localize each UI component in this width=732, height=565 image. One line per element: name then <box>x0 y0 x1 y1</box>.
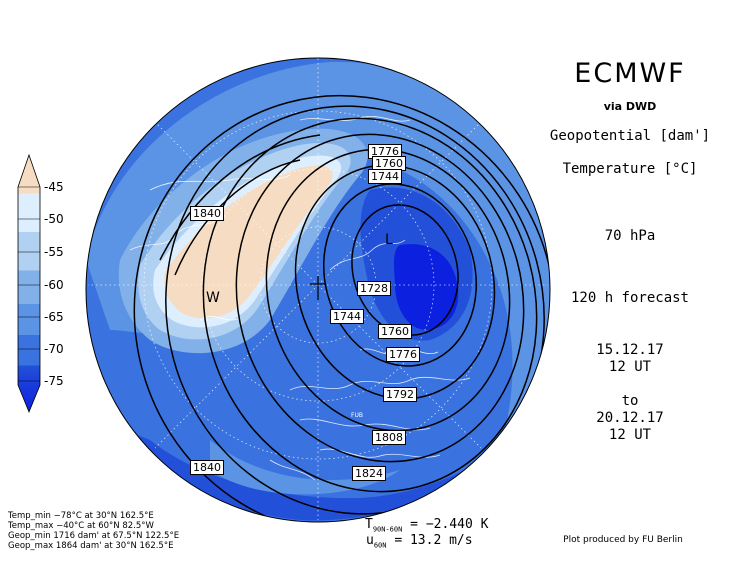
colorbar-tick: -45 <box>44 180 64 194</box>
contour-label: 1776 <box>368 144 402 159</box>
to-label: to <box>621 393 639 409</box>
temp-max-stat: Temp_max −40°C at 60°N 82.5°W <box>8 521 154 531</box>
forecast-lead: 120 h forecast <box>570 290 689 306</box>
contour-label: 1840 <box>190 460 224 475</box>
valid-time: 12 UT <box>608 427 652 443</box>
t-subscript: 90N-60N <box>372 525 403 534</box>
u-symbol: u <box>366 533 374 548</box>
temperature-diff-stat: T90N-60N = −2.440 K <box>365 517 488 534</box>
colorbar-tick: -55 <box>44 245 64 259</box>
low-marker: L <box>385 232 393 248</box>
zonal-wind-stat: u60N = 13.2 m/s <box>366 533 473 550</box>
warm-marker: W <box>206 290 220 306</box>
colorbar-tick: -50 <box>44 212 64 226</box>
credit-text: Plot produced by FU Berlin <box>563 535 683 545</box>
map-border <box>85 57 551 523</box>
contour-label: 1744 <box>330 309 364 324</box>
init-time: 12 UT <box>608 359 652 375</box>
u-subscript: 60N <box>373 541 387 550</box>
brand-title: ECMWF <box>574 58 686 89</box>
station-label: FUB <box>351 412 363 419</box>
colorbar-tick: -75 <box>44 374 64 388</box>
contour-label: 1776 <box>386 347 420 362</box>
colorbar <box>17 153 41 414</box>
pole-marker <box>310 276 326 300</box>
t-symbol: T <box>365 517 373 532</box>
contour-label: 1760 <box>378 324 412 339</box>
colorbar-tick: -60 <box>44 278 64 292</box>
t-value: = −2.440 K <box>410 517 489 532</box>
variable-temperature: Temperature [°C] <box>562 161 698 177</box>
colorbar-tick: -65 <box>44 310 64 324</box>
geop-max-stat: Geop_max 1864 dam' at 30°N 162.5°E <box>8 541 174 551</box>
contour-label: 1840 <box>190 206 224 221</box>
valid-date: 20.12.17 <box>596 410 664 426</box>
contour-label: 1728 <box>357 281 391 296</box>
contour-label: 1744 <box>368 169 402 184</box>
temp-min-stat: Temp_min −78°C at 30°N 162.5°E <box>8 511 154 521</box>
contour-label: 1792 <box>383 387 417 402</box>
contour-label: 1808 <box>372 430 406 445</box>
init-date: 15.12.17 <box>596 342 664 358</box>
temperature-field <box>86 58 550 522</box>
pressure-level: 70 hPa <box>604 228 656 244</box>
geop-min-stat: Geop_min 1716 dam' at 67.5°N 122.5°E <box>8 531 180 541</box>
colorbar-tick: -70 <box>44 342 64 356</box>
contour-label: 1824 <box>352 466 386 481</box>
variable-geopotential: Geopotential [dam'] <box>549 128 711 144</box>
source-label: via DWD <box>603 100 657 113</box>
u-value: = 13.2 m/s <box>394 533 473 548</box>
